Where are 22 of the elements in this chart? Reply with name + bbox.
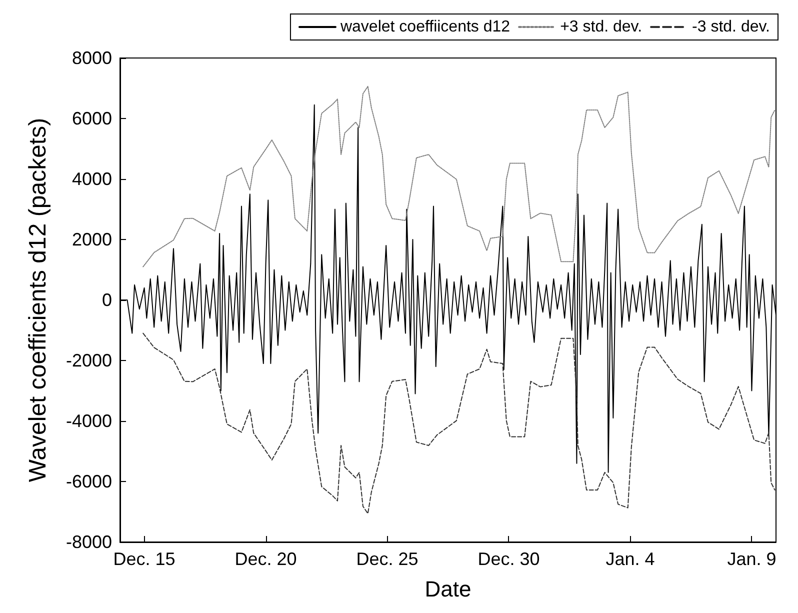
y-tick-label: 4000	[72, 169, 112, 189]
legend-label: -3 std. dev.	[692, 18, 770, 36]
y-tick-label: 0	[102, 290, 112, 310]
y-tick-label: -6000	[66, 472, 112, 492]
line-series	[142, 332, 776, 514]
x-axis-title: Date	[424, 576, 472, 602]
y-tick-label: 8000	[72, 48, 112, 68]
legend-label: +3 std. dev.	[560, 18, 642, 36]
x-tick-label: Dec. 20	[234, 549, 297, 569]
x-tick-label: Dec. 15	[113, 549, 176, 569]
x-tick-label: Jan. 4	[606, 549, 655, 569]
x-tick-label: Jan. 9	[727, 549, 776, 569]
y-tick-label: -4000	[66, 411, 112, 431]
legend-label: wavelet coeffiicents d12	[339, 18, 510, 36]
y-tick-label: -2000	[66, 350, 112, 370]
y-tick-label: 6000	[72, 108, 112, 128]
x-tick-label: Dec. 25	[356, 549, 418, 569]
line-series	[142, 86, 776, 268]
x-tick-label: Dec. 30	[478, 549, 540, 569]
y-tick-label: 2000	[72, 230, 112, 250]
y-tick-label: -8000	[66, 532, 112, 552]
y-axis-title: Wavelet coefficients d12 (packets)	[24, 118, 52, 482]
